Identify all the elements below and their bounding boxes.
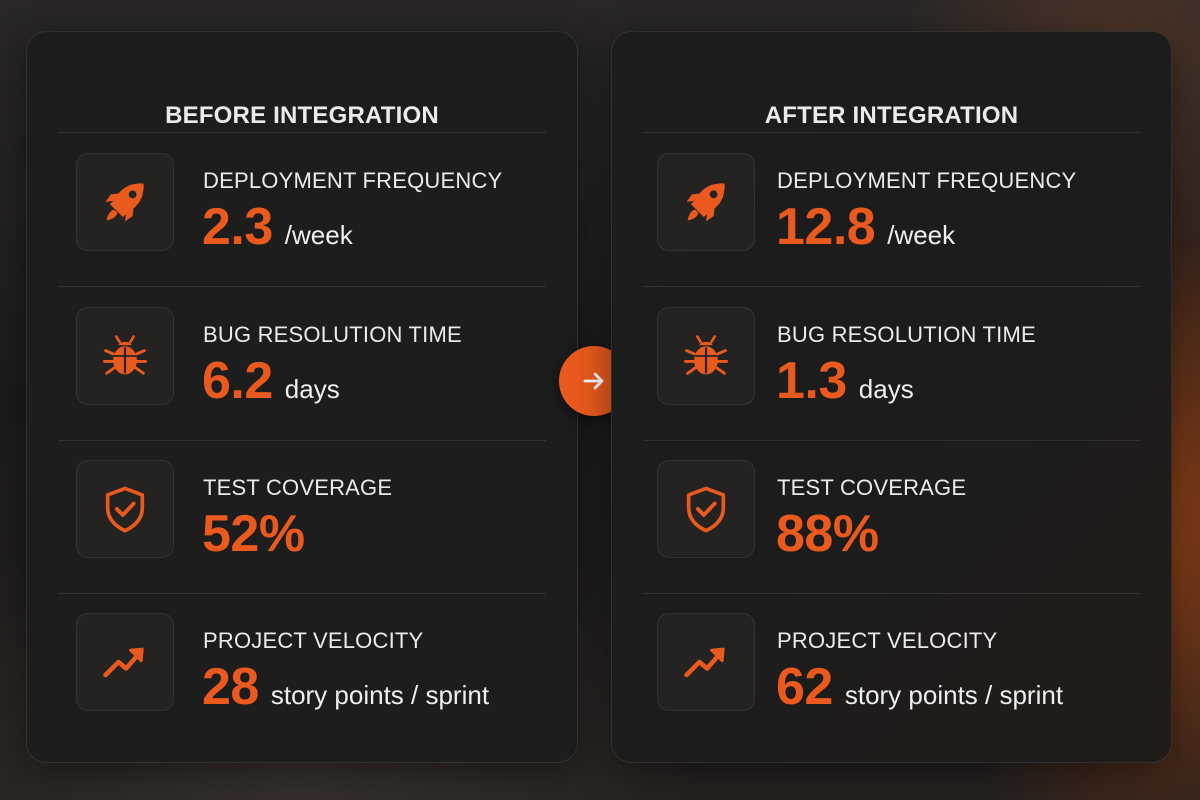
metric-value: 28 xyxy=(202,658,259,716)
metric-label: DEPLOYMENT FREQUENCY xyxy=(203,168,503,193)
panel-title: BEFORE INTEGRATION xyxy=(165,102,439,129)
metric-test-coverage: TEST COVERAGE 88% xyxy=(612,440,1171,593)
metric-value: 6.2 xyxy=(202,352,273,410)
metric-value-line: 1.3 days xyxy=(776,351,914,411)
rocket-icon xyxy=(76,153,174,251)
metric-value: 12.8 xyxy=(776,198,876,256)
before-integration-panel: BEFORE INTEGRATION DEPLOYMENT FREQUENCY … xyxy=(26,31,578,763)
trend-up-icon xyxy=(657,613,755,711)
metric-value: 2.3 xyxy=(202,198,273,256)
metric-bug-resolution-time: BUG RESOLUTION TIME 1.3 days xyxy=(612,287,1171,440)
metric-value: 1.3 xyxy=(776,352,847,410)
rocket-icon xyxy=(657,153,755,251)
metric-value-line: 2.3 /week xyxy=(202,197,353,257)
metric-deployment-frequency: DEPLOYMENT FREQUENCY 12.8 /week xyxy=(612,133,1171,286)
bug-icon xyxy=(76,307,174,405)
metric-value: 88% xyxy=(776,505,879,563)
metric-label: BUG RESOLUTION TIME xyxy=(203,322,462,347)
divider xyxy=(58,593,546,594)
metric-project-velocity: PROJECT VELOCITY 62 story points / sprin… xyxy=(612,593,1171,746)
shield-check-icon xyxy=(76,460,174,558)
metric-deployment-frequency: DEPLOYMENT FREQUENCY 2.3 /week xyxy=(27,133,577,286)
metric-unit: story points / sprint xyxy=(270,680,490,710)
metric-value-line: 12.8 /week xyxy=(776,197,955,257)
divider xyxy=(58,440,546,441)
metric-unit: /week xyxy=(284,220,353,250)
metric-value-line: 62 story points / sprint xyxy=(776,657,1063,717)
panel-title: AFTER INTEGRATION xyxy=(764,102,1019,129)
divider xyxy=(643,132,1140,133)
metric-unit: story points / sprint xyxy=(844,680,1064,710)
shield-check-icon xyxy=(657,460,755,558)
metric-value-line: 6.2 days xyxy=(202,351,340,411)
metric-value-line: 52% xyxy=(202,504,317,564)
metric-value: 52% xyxy=(202,505,305,563)
divider xyxy=(58,132,546,133)
metric-label: PROJECT VELOCITY xyxy=(777,628,998,653)
metric-label: PROJECT VELOCITY xyxy=(203,628,424,653)
metric-unit: days xyxy=(858,374,914,404)
metric-label: DEPLOYMENT FREQUENCY xyxy=(777,168,1077,193)
divider xyxy=(643,440,1140,441)
bug-icon xyxy=(657,307,755,405)
metric-test-coverage: TEST COVERAGE 52% xyxy=(27,440,577,593)
metric-label: TEST COVERAGE xyxy=(777,475,967,500)
metric-project-velocity: PROJECT VELOCITY 28 story points / sprin… xyxy=(27,593,577,746)
metric-value-line: 88% xyxy=(776,504,891,564)
divider xyxy=(643,286,1140,287)
divider xyxy=(643,593,1140,594)
metric-value: 62 xyxy=(776,658,833,716)
metric-unit: /week xyxy=(887,220,956,250)
metric-bug-resolution-time: BUG RESOLUTION TIME 6.2 days xyxy=(27,287,577,440)
trend-up-icon xyxy=(76,613,174,711)
metric-label: BUG RESOLUTION TIME xyxy=(777,322,1036,347)
metric-unit: days xyxy=(284,374,340,404)
divider xyxy=(58,286,546,287)
metric-label: TEST COVERAGE xyxy=(203,475,393,500)
metric-value-line: 28 story points / sprint xyxy=(202,657,489,717)
after-integration-panel: AFTER INTEGRATION DEPLOYMENT FREQUENCY 1… xyxy=(611,31,1172,763)
